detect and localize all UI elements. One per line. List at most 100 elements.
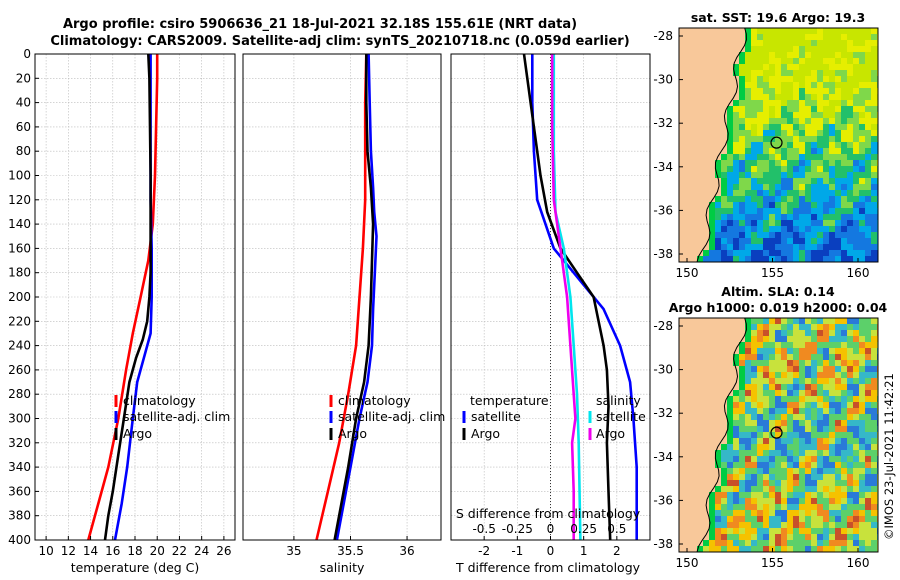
map-cell (865, 498, 871, 504)
map-cell (703, 142, 709, 148)
map-cell (835, 238, 841, 244)
map-cell (769, 166, 775, 172)
map-cell (787, 366, 793, 372)
map-cell (691, 178, 697, 184)
map-cell (727, 324, 733, 330)
map-cell (769, 444, 775, 450)
map-cell (805, 196, 811, 202)
map-cell (781, 100, 787, 106)
map-cell (811, 136, 817, 142)
map-cell (787, 70, 793, 76)
map-cell (787, 160, 793, 166)
map-cell (793, 510, 799, 516)
map-cell (757, 52, 763, 58)
map-cell (745, 492, 751, 498)
map-cell (847, 28, 853, 34)
map-cell (781, 190, 787, 196)
map-cell (757, 540, 763, 546)
map-cell (691, 354, 697, 360)
map-cell (763, 348, 769, 354)
map-cell (751, 336, 757, 342)
map-cell (703, 70, 709, 76)
map-cell (865, 474, 871, 480)
map-cell (775, 34, 781, 40)
map-cell (829, 516, 835, 522)
map-cell (679, 46, 685, 52)
map-cell (751, 136, 757, 142)
map-cell (811, 324, 817, 330)
map-cell (799, 58, 805, 64)
map-cell (835, 52, 841, 58)
map-cell (841, 336, 847, 342)
map-cell (847, 456, 853, 462)
map-cell (739, 130, 745, 136)
map-cell (709, 214, 715, 220)
sla-raster (679, 318, 878, 552)
map-cell (865, 178, 871, 184)
map-cell (739, 88, 745, 94)
map-cell (811, 28, 817, 34)
map-cell (691, 112, 697, 118)
map-cell (769, 366, 775, 372)
map-cell (853, 414, 859, 420)
map-cell (691, 480, 697, 486)
map-cell (685, 142, 691, 148)
map-cell (799, 64, 805, 70)
map-cell (697, 426, 703, 432)
map-cell (775, 118, 781, 124)
map-cell (685, 516, 691, 522)
map-cell (679, 444, 685, 450)
map-cell (793, 172, 799, 178)
map-cell (703, 160, 709, 166)
map-cell (787, 178, 793, 184)
map-cell (835, 172, 841, 178)
map-cell (757, 82, 763, 88)
map-cell (841, 184, 847, 190)
figure-title-line2: Climatology: CARS2009. Satellite-adj cli… (50, 34, 629, 49)
map-cell (853, 432, 859, 438)
map-cell (757, 244, 763, 250)
map-cell (805, 546, 811, 552)
map-cell (703, 480, 709, 486)
map-cell (757, 70, 763, 76)
map-cell (751, 250, 757, 256)
map-cell (763, 330, 769, 336)
map-cell (793, 214, 799, 220)
map-cell (697, 154, 703, 160)
map-cell (763, 456, 769, 462)
map-cell (859, 492, 865, 498)
map-cell (697, 546, 703, 552)
map-cell (757, 408, 763, 414)
map-cell (817, 46, 823, 52)
map-cell (769, 52, 775, 58)
map-cell (679, 100, 685, 106)
map-cell (703, 522, 709, 528)
map-cell (739, 378, 745, 384)
map-cell (697, 336, 703, 342)
map-cell (829, 396, 835, 402)
map-cell (823, 366, 829, 372)
map-cell (679, 408, 685, 414)
map-cell (721, 106, 727, 112)
coastline (696, 318, 748, 552)
map-cell (853, 238, 859, 244)
map-cell (751, 46, 757, 52)
map-cell (721, 450, 727, 456)
map-cell (823, 52, 829, 58)
map-cell (751, 142, 757, 148)
map-cell (871, 438, 877, 444)
map-cell (763, 76, 769, 82)
y-tick-label: 220 (8, 314, 31, 328)
s-difference-label: S difference from climatology (456, 506, 641, 521)
map-cell (763, 318, 769, 324)
map-cell (871, 202, 877, 208)
map-cell (733, 160, 739, 166)
map-cell (841, 546, 847, 552)
map-cell (715, 238, 721, 244)
map-cell (865, 160, 871, 166)
map-cell (709, 378, 715, 384)
map-cell (823, 142, 829, 148)
map-cell (697, 238, 703, 244)
map-cell (763, 148, 769, 154)
map-cell (757, 426, 763, 432)
